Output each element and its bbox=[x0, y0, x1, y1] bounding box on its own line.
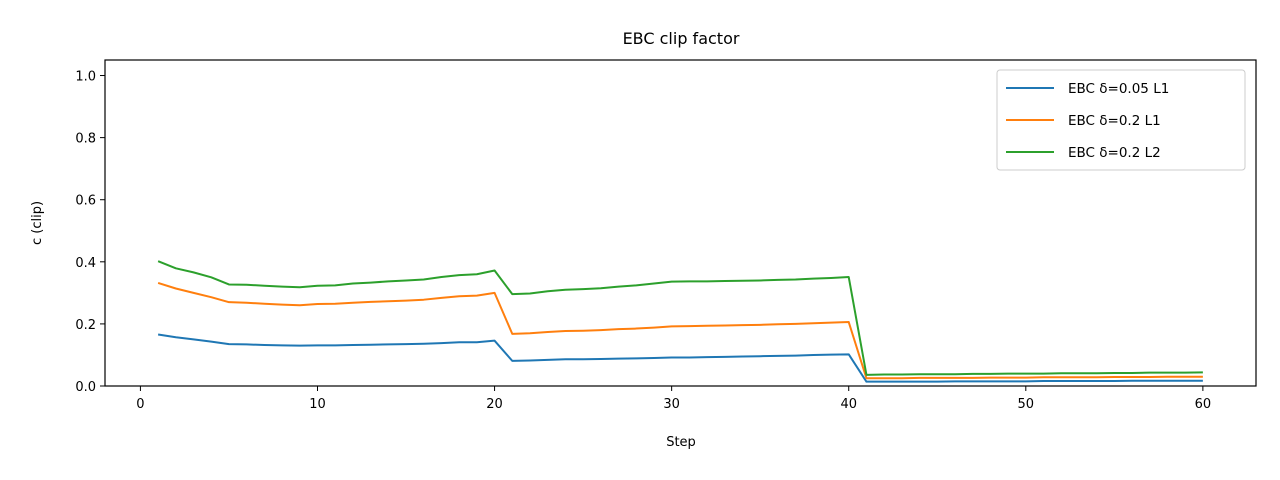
chart-title: EBC clip factor bbox=[623, 29, 740, 48]
series-line-1 bbox=[157, 333, 1203, 383]
legend-label-1: EBC δ=0.05 L1 bbox=[1068, 81, 1169, 97]
x-axis: 0 10 20 30 40 50 60 bbox=[136, 386, 1211, 412]
y-axis-label: c (clip) bbox=[30, 201, 45, 245]
x-tick-label: 30 bbox=[663, 397, 680, 412]
y-tick-label: 0.8 bbox=[75, 132, 96, 147]
y-tick-label: 0.6 bbox=[75, 194, 96, 209]
y-tick-label: 0.2 bbox=[75, 318, 96, 333]
x-axis-label: Step bbox=[666, 435, 696, 450]
x-tick-label: 50 bbox=[1018, 397, 1035, 412]
legend: EBC δ=0.05 L1 EBC δ=0.2 L1 EBC δ=0.2 L2 bbox=[996, 69, 1246, 171]
x-tick-label: 10 bbox=[309, 397, 326, 412]
series-lines bbox=[157, 260, 1203, 383]
y-tick-label: 0.4 bbox=[75, 256, 96, 271]
y-tick-label: 0.0 bbox=[75, 380, 96, 395]
legend-box bbox=[996, 69, 1246, 171]
x-tick-label: 60 bbox=[1195, 397, 1212, 412]
plot-frame bbox=[104, 59, 1257, 387]
series-line-2 bbox=[157, 281, 1203, 380]
legend-label-3: EBC δ=0.2 L2 bbox=[1068, 145, 1161, 161]
y-tick-label: 1.0 bbox=[75, 70, 96, 85]
plot-area bbox=[104, 59, 1257, 387]
series-line-3 bbox=[157, 260, 1203, 376]
legend-label-2: EBC δ=0.2 L1 bbox=[1068, 113, 1161, 129]
x-tick-label: 0 bbox=[136, 397, 144, 412]
y-axis: 0.0 0.2 0.4 0.6 0.8 1.0 bbox=[75, 70, 105, 395]
x-tick-label: 40 bbox=[840, 397, 857, 412]
x-tick-label: 20 bbox=[486, 397, 503, 412]
